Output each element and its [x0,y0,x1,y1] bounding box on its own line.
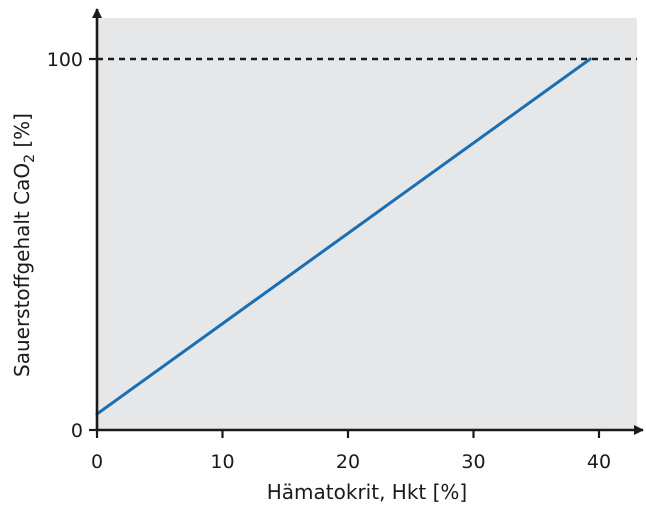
plot-area [97,18,637,430]
x-tick-label: 40 [587,451,611,473]
y-axis-title-unit: [%] [10,113,34,154]
x-ticks: 0 10 20 30 40 [91,430,611,473]
y-tick-label: 100 [47,49,83,71]
series-line [95,57,592,416]
x-axis-title: Hämatokrit, Hkt [%] [267,480,467,504]
x-tick-label: 10 [210,451,234,473]
y-tick-label: 0 [71,420,83,442]
x-tick-label: 30 [461,451,485,473]
y-axis-title-main: Sauerstoffgehalt CaO [10,163,34,377]
y-axis-title: Sauerstoffgehalt CaO2 [%] [10,113,38,377]
x-tick-label: 0 [91,451,103,473]
x-tick-label: 20 [336,451,360,473]
series-layer [95,57,592,416]
y-axis-title-subscript: 2 [22,154,38,163]
y-ticks: 0 100 [47,49,97,442]
